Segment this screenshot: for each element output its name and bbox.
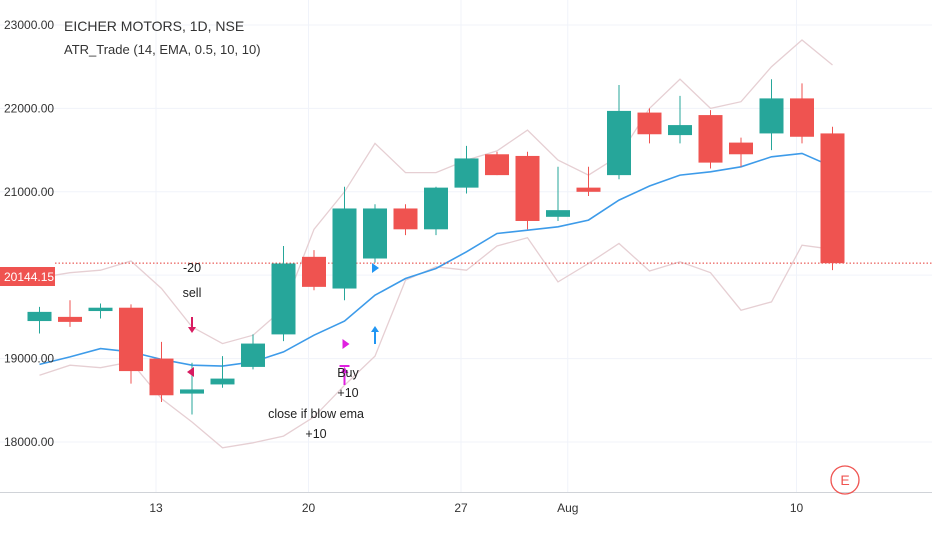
- candle-body-4: [149, 358, 174, 396]
- candle-body-14: [454, 158, 479, 188]
- sell-qty-label: -20: [183, 261, 201, 275]
- candle-body-13: [424, 187, 448, 230]
- close-qty-label: +10: [305, 427, 326, 441]
- sell-arrow-head: [188, 327, 196, 333]
- candle-body-26: [820, 133, 845, 264]
- candle-body-12: [393, 208, 418, 230]
- price-tag-value: 20144.15: [4, 270, 54, 284]
- price-tag-box: [0, 267, 55, 286]
- candle-11: [363, 204, 387, 263]
- trade-markers: [187, 263, 379, 385]
- candle-body-18: [576, 187, 601, 192]
- candle-body-1: [58, 316, 82, 322]
- candle-body-23: [729, 142, 753, 155]
- y-tick-label-0: 23000.00: [4, 18, 54, 32]
- buy-arrow-head: [371, 326, 379, 332]
- x-tick-label-1[interactable]: 20: [302, 501, 316, 515]
- candle-body-8: [271, 263, 296, 335]
- sell-label: sell: [183, 286, 202, 300]
- x-axis-ticks[interactable]: 132027Aug1017: [149, 501, 932, 515]
- candle-19: [607, 85, 631, 180]
- candle-2: [88, 303, 113, 319]
- candle-6: [210, 356, 235, 388]
- candle-body-0: [27, 311, 52, 322]
- sell-flag: [187, 367, 194, 377]
- x-tick-label-4[interactable]: 10: [790, 501, 804, 515]
- candle-body-2: [88, 307, 113, 312]
- buy-arrow: [371, 326, 379, 344]
- y-tick-label-4: 19000.00: [4, 352, 54, 366]
- logo-letter: E: [840, 472, 849, 488]
- candle-20: [637, 108, 662, 144]
- candle-body-5: [180, 389, 204, 394]
- x-tick-label-0[interactable]: 13: [149, 501, 163, 515]
- candle-body-21: [668, 125, 692, 136]
- candle-8: [271, 246, 296, 342]
- close-arrow: [339, 365, 350, 385]
- candle-1: [58, 300, 82, 327]
- candle-body-24: [759, 98, 784, 134]
- candle-12: [393, 204, 418, 236]
- candle-body-10: [332, 208, 357, 289]
- candle-17: [546, 166, 570, 221]
- candle-body-25: [790, 98, 814, 137]
- sell-arrow: [188, 317, 196, 333]
- candle-26: [820, 126, 845, 271]
- candle-3: [119, 304, 143, 384]
- close-arrow-head: [340, 367, 349, 373]
- tradingview-logo-icon[interactable]: E: [830, 465, 860, 495]
- buy-qty-label: +10: [337, 386, 358, 400]
- candle-16: [515, 151, 540, 230]
- x-tick-label-2[interactable]: 27: [454, 501, 468, 515]
- y-tick-label-5: 18000.00: [4, 435, 54, 449]
- y-tick-label-2: 21000.00: [4, 185, 54, 199]
- candle-body-9: [302, 256, 326, 287]
- candle-body-7: [241, 343, 265, 367]
- close-flag: [342, 339, 350, 349]
- candle-0: [27, 306, 52, 334]
- candle-21: [668, 95, 692, 144]
- candle-13: [424, 186, 448, 236]
- candle-23: [729, 137, 753, 167]
- candle-body-16: [515, 155, 540, 221]
- candle-18: [576, 166, 601, 196]
- buy-label: Buy: [337, 366, 359, 380]
- candle-body-3: [119, 307, 143, 372]
- upper-band-line: [39, 39, 833, 345]
- candle-15: [485, 151, 509, 176]
- close-if-below-ema-label: close if blow ema: [268, 407, 364, 421]
- candle-10: [332, 186, 357, 301]
- candle-body-6: [210, 378, 235, 385]
- atr-bands: [39, 39, 833, 449]
- lower-band-line: [39, 236, 833, 449]
- candle-14: [454, 145, 479, 194]
- candle-24: [759, 79, 784, 151]
- candle-body-19: [607, 110, 631, 176]
- candle-body-17: [546, 210, 570, 217]
- candle-body-22: [698, 115, 723, 163]
- candle-25: [790, 83, 814, 144]
- candle-body-15: [485, 154, 509, 176]
- y-tick-label-1: 22000.00: [4, 101, 54, 115]
- buy-flag: [372, 263, 379, 273]
- candle-4: [149, 341, 174, 402]
- candles: [27, 79, 845, 415]
- indicator-label[interactable]: ATR_Trade (14, EMA, 0.5, 10, 10): [64, 42, 261, 57]
- logo-circle: [830, 465, 860, 495]
- candle-7: [241, 334, 265, 370]
- candle-22: [698, 110, 723, 169]
- candle-body-20: [637, 112, 662, 135]
- price-tag: 20144.15: [0, 267, 55, 286]
- candle-body-11: [363, 208, 387, 259]
- x-tick-label-3[interactable]: Aug: [557, 501, 578, 515]
- candle-9: [302, 250, 326, 291]
- chart-title: EICHER MOTORS, 1D, NSE: [64, 18, 244, 34]
